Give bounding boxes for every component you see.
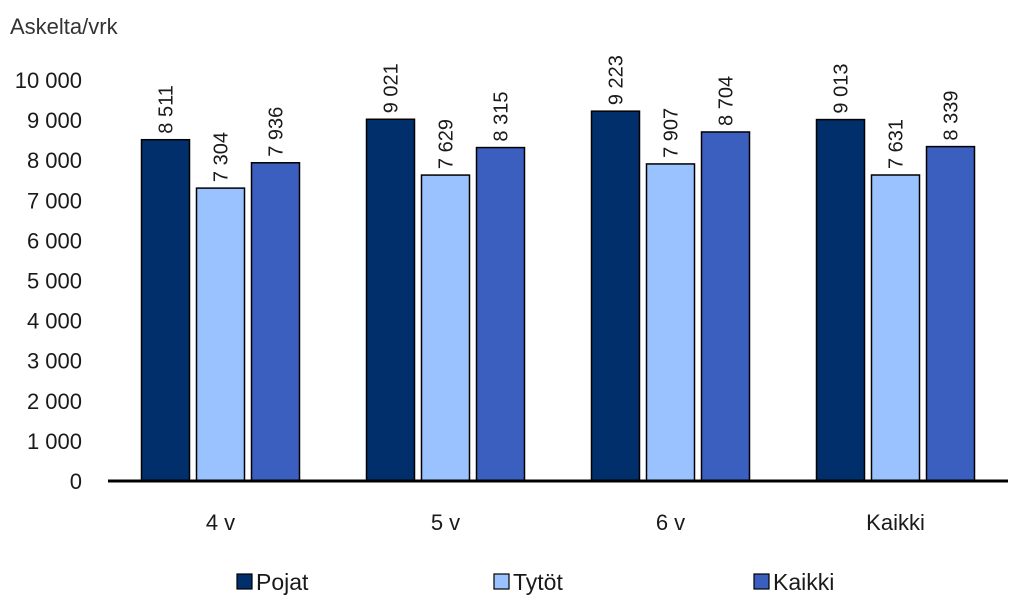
category-labels: 4 v 5 v 6 v Kaikki bbox=[206, 510, 925, 535]
y-axis-ticks: 0 1 000 2 000 3 000 4 000 5 000 6 000 7 000 8 00… bbox=[15, 68, 82, 494]
data-label: 7 304 bbox=[211, 132, 233, 182]
bar bbox=[250, 162, 301, 482]
data-label: 7 631 bbox=[886, 119, 908, 169]
y-tick-label: 8 000 bbox=[27, 148, 82, 173]
data-label: 7 629 bbox=[436, 119, 458, 169]
legend-swatch bbox=[236, 573, 253, 590]
bar bbox=[645, 163, 696, 482]
y-tick-label: 5 000 bbox=[27, 269, 82, 294]
data-labels: 8 511 7 304 7 936 9 021 7 629 8 315 9 223 7 907… bbox=[156, 55, 963, 182]
bar bbox=[420, 174, 471, 482]
category-label: Kaikki bbox=[866, 510, 925, 535]
y-tick-label: 7 000 bbox=[27, 188, 82, 213]
legend: Pojat Tytöt Kaikki bbox=[236, 569, 834, 595]
y-tick-label: 9 000 bbox=[27, 108, 82, 133]
y-tick-label: 3 000 bbox=[27, 349, 82, 374]
bar bbox=[475, 146, 526, 482]
y-tick-label: 2 000 bbox=[27, 389, 82, 414]
data-label: 8 704 bbox=[716, 76, 738, 126]
data-label: 8 315 bbox=[491, 92, 513, 142]
category-label: 6 v bbox=[656, 510, 685, 535]
bar bbox=[590, 110, 641, 482]
legend-swatch bbox=[493, 573, 510, 590]
legend-label: Tytöt bbox=[513, 569, 563, 595]
y-axis-label: Askelta/vrk bbox=[10, 14, 119, 39]
y-tick-label: 1 000 bbox=[27, 429, 82, 454]
data-label: 7 907 bbox=[661, 108, 683, 158]
data-label: 9 223 bbox=[606, 55, 628, 105]
legend-label: Pojat bbox=[256, 569, 309, 595]
bar bbox=[700, 131, 751, 482]
data-label: 9 021 bbox=[381, 63, 403, 113]
bar bbox=[140, 138, 191, 482]
bar bbox=[925, 145, 976, 482]
category-label: 5 v bbox=[431, 510, 460, 535]
category-label: 4 v bbox=[206, 510, 235, 535]
data-label: 9 013 bbox=[831, 64, 853, 114]
data-label: 8 339 bbox=[941, 91, 963, 141]
y-tick-label: 10 000 bbox=[15, 68, 82, 93]
legend-swatch bbox=[753, 573, 770, 590]
legend-label: Kaikki bbox=[773, 569, 834, 595]
bars bbox=[140, 110, 976, 482]
bar bbox=[195, 187, 246, 482]
bar bbox=[870, 174, 921, 482]
y-tick-label: 6 000 bbox=[27, 228, 82, 253]
data-label: 7 936 bbox=[266, 107, 288, 157]
y-tick-label: 0 bbox=[70, 469, 82, 494]
data-label: 8 511 bbox=[156, 85, 178, 134]
bar bbox=[365, 118, 416, 482]
bar bbox=[815, 118, 866, 482]
y-tick-label: 4 000 bbox=[27, 309, 82, 334]
